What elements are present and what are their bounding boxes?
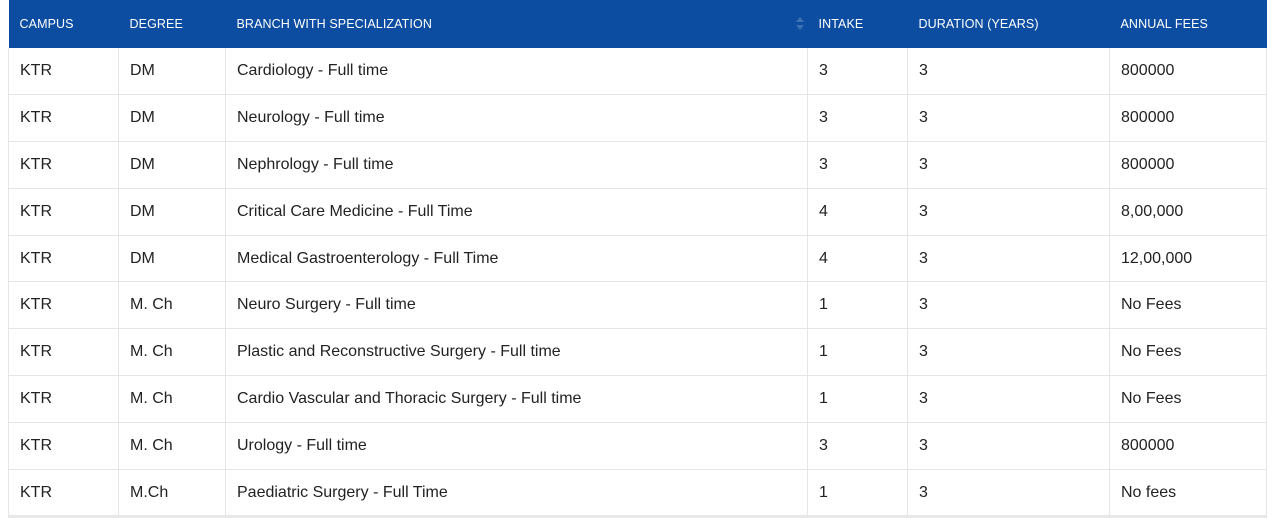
column-header-branch[interactable]: BRANCH WITH SPECIALIZATION	[226, 0, 808, 48]
cell-degree: M. Ch	[118, 328, 226, 377]
cell-degree: DM	[118, 188, 226, 236]
cell-branch: Neuro Surgery - Full time	[225, 281, 808, 330]
cell-annual-fees: 800000	[1109, 94, 1267, 143]
table-row: KTR M. Ch Urology - Full time 3 3 800000	[8, 422, 1267, 470]
cell-intake: 3	[807, 141, 908, 189]
table-row: KTR DM Medical Gastroenterology - Full T…	[8, 235, 1267, 283]
cell-intake: 1	[807, 469, 908, 517]
cell-duration: 3	[907, 141, 1110, 189]
cell-duration: 3	[907, 469, 1110, 517]
cell-branch: Paediatric Surgery - Full Time	[225, 469, 808, 517]
cell-annual-fees: 800000	[1109, 48, 1267, 96]
cell-intake: 3	[807, 48, 908, 96]
cell-degree: DM	[118, 235, 226, 283]
column-header-duration[interactable]: DURATION (YEARS)	[918, 17, 1039, 31]
cell-degree: M. Ch	[118, 375, 226, 423]
cell-annual-fees: No Fees	[1109, 375, 1267, 423]
cell-campus: KTR	[8, 188, 119, 236]
cell-campus: KTR	[8, 48, 119, 96]
courses-table: CAMPUS DEGREE BRANCH WITH SPECIALIZATION…	[8, 0, 1267, 517]
cell-duration: 3	[907, 188, 1110, 236]
cell-intake: 1	[807, 328, 908, 377]
sort-arrows-icon[interactable]	[795, 16, 804, 32]
cell-duration: 3	[907, 48, 1110, 96]
cell-intake: 1	[807, 375, 908, 423]
cell-annual-fees: No Fees	[1109, 281, 1267, 330]
cell-intake: 1	[807, 281, 908, 330]
cell-branch: Critical Care Medicine - Full Time	[225, 188, 808, 236]
cell-intake: 3	[807, 422, 908, 470]
table-row: KTR DM Nephrology - Full time 3 3 800000	[8, 141, 1267, 189]
cell-annual-fees: 800000	[1109, 141, 1267, 189]
table-row: KTR M. Ch Neuro Surgery - Full time 1 3 …	[8, 281, 1267, 330]
cell-duration: 3	[907, 281, 1110, 330]
cell-campus: KTR	[8, 235, 119, 283]
cell-campus: KTR	[8, 94, 119, 143]
table-row: KTR M.Ch Paediatric Surgery - Full Time …	[8, 469, 1267, 517]
column-header-campus[interactable]: CAMPUS	[19, 17, 74, 31]
table-row: KTR DM Cardiology - Full time 3 3 800000	[8, 48, 1267, 96]
cell-campus: KTR	[8, 328, 119, 377]
cell-branch: Cardio Vascular and Thoracic Surgery - F…	[225, 375, 808, 423]
column-header-degree[interactable]: DEGREE	[129, 17, 183, 31]
table-row: KTR DM Neurology - Full time 3 3 800000	[8, 94, 1267, 143]
cell-campus: KTR	[8, 422, 119, 470]
cell-degree: DM	[118, 48, 226, 96]
cell-branch: Plastic and Reconstructive Surgery - Ful…	[225, 328, 808, 377]
cell-campus: KTR	[8, 141, 119, 189]
cell-branch: Urology - Full time	[225, 422, 808, 470]
cell-intake: 4	[807, 235, 908, 283]
cell-annual-fees: No fees	[1109, 469, 1267, 517]
courses-table-container: CAMPUS DEGREE BRANCH WITH SPECIALIZATION…	[8, 0, 1267, 518]
cell-duration: 3	[907, 235, 1110, 283]
cell-branch: Nephrology - Full time	[225, 141, 808, 189]
table-row: KTR M. Ch Plastic and Reconstructive Sur…	[8, 328, 1267, 377]
cell-annual-fees: 12,00,000	[1109, 235, 1267, 283]
cell-branch: Cardiology - Full time	[225, 48, 808, 96]
column-header-annual-fees[interactable]: ANNUAL FEES	[1120, 17, 1208, 31]
cell-annual-fees: No Fees	[1109, 328, 1267, 377]
table-header-row: CAMPUS DEGREE BRANCH WITH SPECIALIZATION…	[8, 0, 1267, 48]
cell-intake: 3	[807, 94, 908, 143]
column-header-intake[interactable]: INTAKE	[818, 17, 864, 31]
cell-duration: 3	[907, 422, 1110, 470]
table-row: KTR M. Ch Cardio Vascular and Thoracic S…	[8, 375, 1267, 423]
cell-duration: 3	[907, 94, 1110, 143]
cell-degree: M. Ch	[118, 422, 226, 470]
cell-campus: KTR	[8, 469, 119, 517]
cell-annual-fees: 8,00,000	[1109, 188, 1267, 236]
cell-intake: 4	[807, 188, 908, 236]
cell-branch: Neurology - Full time	[225, 94, 808, 143]
column-header-branch-label: BRANCH WITH SPECIALIZATION	[236, 17, 432, 31]
cell-degree: DM	[118, 141, 226, 189]
cell-annual-fees: 800000	[1109, 422, 1267, 470]
table-row: KTR DM Critical Care Medicine - Full Tim…	[8, 188, 1267, 236]
cell-branch: Medical Gastroenterology - Full Time	[225, 235, 808, 283]
cell-duration: 3	[907, 328, 1110, 377]
cell-campus: KTR	[8, 375, 119, 423]
cell-degree: M.Ch	[118, 469, 226, 517]
cell-duration: 3	[907, 375, 1110, 423]
table-bottom-border	[8, 515, 1266, 518]
cell-campus: KTR	[8, 281, 119, 330]
cell-degree: M. Ch	[118, 281, 226, 330]
cell-degree: DM	[118, 94, 226, 143]
